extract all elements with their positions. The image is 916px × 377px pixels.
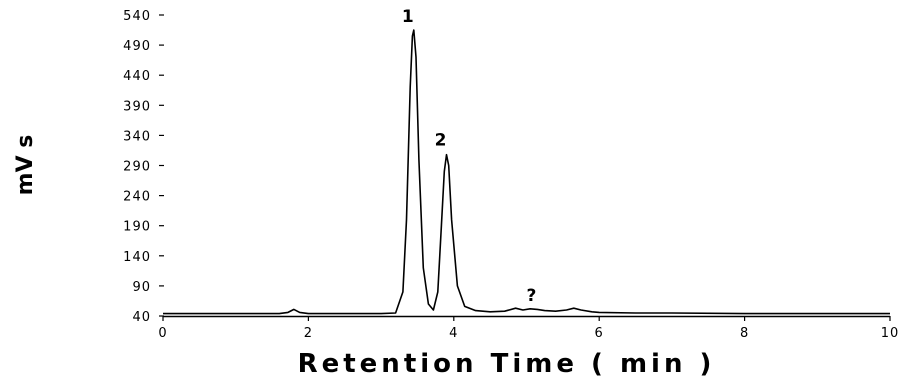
peak-label: 2 xyxy=(435,130,447,150)
x-tick-label: 8 xyxy=(740,326,749,341)
x-tick-label: 10 xyxy=(881,326,900,341)
y-tick-label: 440 xyxy=(123,69,151,84)
y-tick-label: 390 xyxy=(123,99,151,114)
y-tick-label: 540 xyxy=(123,9,151,24)
x-tick-label: 4 xyxy=(449,326,458,341)
y-tick-label: 490 xyxy=(123,39,151,54)
x-tick-label: 0 xyxy=(158,326,167,341)
y-tick-label: 190 xyxy=(123,220,151,235)
y-tick-label: 290 xyxy=(123,160,151,175)
x-axis-ticks: 0 2 4 6 8 10 xyxy=(158,316,900,341)
y-tick-label: 90 xyxy=(132,280,151,295)
y-axis-label: mV s xyxy=(13,135,38,196)
chromatogram-trace xyxy=(163,29,890,315)
x-tick-label: 2 xyxy=(304,326,313,341)
x-tick-label: 6 xyxy=(595,326,604,341)
y-tick-label: 140 xyxy=(123,250,151,265)
x-axis-label: Retention Time ( min ) xyxy=(298,349,716,377)
y-tick-label: 40 xyxy=(132,310,151,325)
y-tick-label: 240 xyxy=(123,190,151,205)
peak-label: 1 xyxy=(402,7,414,27)
y-tick-label: 340 xyxy=(123,129,151,144)
y-axis-ticks: 40 90 140 190 240 290 340 390 440 490 540 xyxy=(123,9,164,325)
peak-label: ? xyxy=(526,286,536,306)
peak-annotations: 1 2? xyxy=(402,7,536,306)
